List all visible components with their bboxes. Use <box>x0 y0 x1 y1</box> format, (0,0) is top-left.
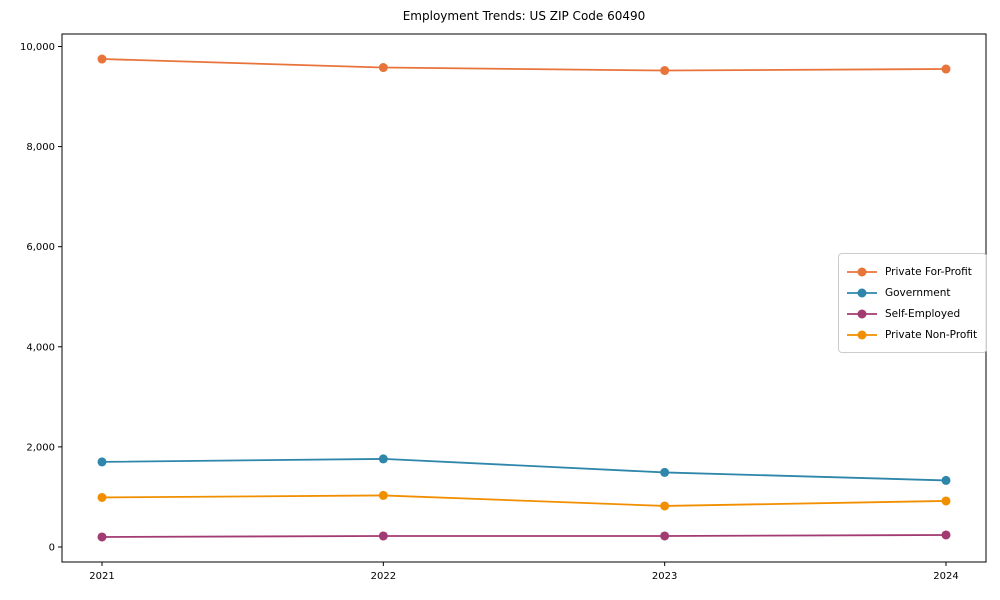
data-point-private-for-profit-2021 <box>97 54 107 64</box>
legend-item-government: Government <box>846 282 977 303</box>
data-point-self-employed-2024 <box>941 530 951 540</box>
legend-item-private-for-profit: Private For-Profit <box>846 261 977 282</box>
series-line-self-employed <box>102 534 946 538</box>
y-tick-label: 8,000 <box>26 142 55 153</box>
y-tick-label: 4,000 <box>26 342 55 353</box>
data-point-government-2022 <box>378 454 388 464</box>
data-point-self-employed-2023 <box>660 531 670 541</box>
legend-line-marker-icon <box>847 267 877 276</box>
y-tick-label: 0 <box>49 542 55 553</box>
chart-title: Employment Trends: US ZIP Code 60490 <box>402 9 646 23</box>
legend-marker-dot <box>857 309 867 318</box>
data-point-private-non-profit-2021 <box>97 492 107 502</box>
x-tick-label: 2021 <box>89 571 114 582</box>
data-point-self-employed-2021 <box>97 532 107 542</box>
legend-marker-dot <box>857 330 867 339</box>
legend-marker-dot <box>857 288 867 297</box>
x-tick-label: 2022 <box>371 571 396 582</box>
data-point-private-non-profit-2023 <box>660 501 670 511</box>
legend-line-marker-icon <box>847 309 877 318</box>
legend-item-private-non-profit: Private Non-Profit <box>846 324 977 345</box>
legend-label: Self-Employed <box>885 307 961 320</box>
x-tick-label: 2023 <box>652 571 677 582</box>
legend-line-marker-icon <box>847 330 877 339</box>
legend-item-self-employed: Self-Employed <box>846 303 977 324</box>
legend-marker-dot <box>857 267 867 276</box>
data-point-private-non-profit-2022 <box>378 490 388 500</box>
series-line-government <box>101 458 947 482</box>
legend-line-marker-icon <box>847 288 877 297</box>
data-point-self-employed-2022 <box>378 531 388 541</box>
data-point-government-2023 <box>660 467 670 477</box>
legend-label: Government <box>885 286 951 299</box>
legend-label: Private For-Profit <box>885 265 972 278</box>
chart-legend: Private For-Profit Government Self-Employe… <box>838 253 988 353</box>
y-tick-label: 2,000 <box>26 442 55 453</box>
data-point-government-2024 <box>941 475 951 485</box>
data-point-private-non-profit-2024 <box>941 496 951 506</box>
y-tick-label: 6,000 <box>26 242 55 253</box>
data-point-government-2021 <box>97 457 107 467</box>
x-tick-label: 2024 <box>933 571 958 582</box>
legend-label: Private Non-Profit <box>885 328 978 341</box>
series-line-private-for-profit <box>101 58 946 72</box>
y-tick-label: 10,000 <box>20 42 55 53</box>
data-point-private-for-profit-2023 <box>660 66 670 76</box>
data-point-private-for-profit-2022 <box>378 63 388 73</box>
data-point-private-for-profit-2024 <box>941 64 951 74</box>
series-line-private-non-profit <box>102 494 947 507</box>
